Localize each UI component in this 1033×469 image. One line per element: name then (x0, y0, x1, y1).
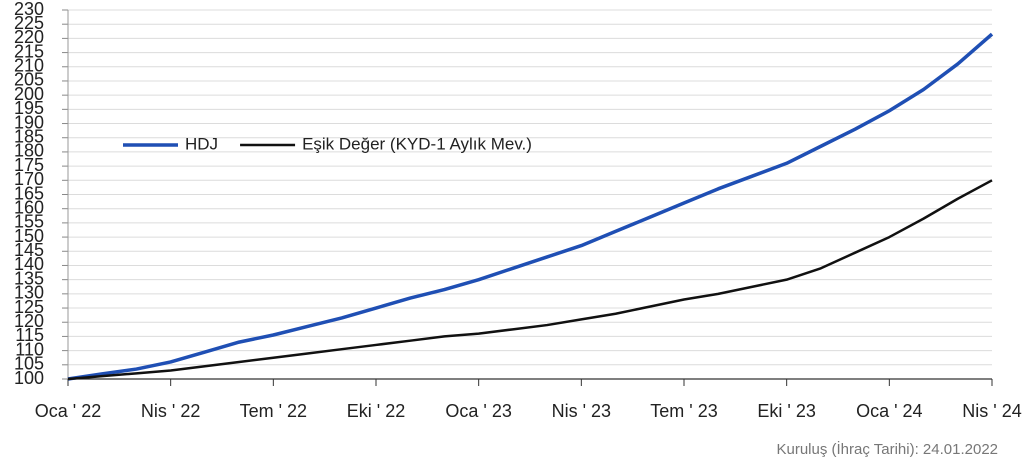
series-line (67, 32, 994, 381)
x-tick-label: Oca ' 23 (445, 401, 511, 421)
y-tick-label: 165 (14, 183, 44, 203)
y-tick-label: 190 (14, 112, 44, 132)
footnote: Kuruluş (İhraç Tarihi): 24.01.2022 (776, 440, 998, 458)
y-tick-label: 135 (14, 268, 44, 288)
y-tick-label: 105 (14, 354, 44, 374)
y-tick-label: 225 (14, 13, 44, 33)
x-tick-label: Nis ' 22 (141, 401, 200, 421)
x-tick-label: Nis ' 23 (552, 401, 611, 421)
y-tick-label: 155 (14, 212, 44, 232)
y-tick-label: 150 (14, 226, 44, 246)
y-tick-label: 115 (15, 325, 44, 345)
y-tick-label: 130 (14, 283, 44, 303)
y-tick-label: 170 (14, 169, 44, 189)
y-tick-label: 120 (14, 311, 44, 331)
x-tick-label: Eki ' 23 (757, 401, 815, 421)
legend-label: Eşik Değer (KYD-1 Aylık Mev.) (302, 134, 532, 153)
x-tick-label: Tem ' 23 (650, 401, 717, 421)
y-tick-label: 230 (14, 0, 44, 19)
y-tick-label: 210 (14, 56, 44, 76)
legend-label: HDJ (185, 134, 218, 153)
y-tick-label: 215 (14, 41, 44, 61)
x-tick-label: Eki ' 22 (347, 401, 405, 421)
x-tick-label: Oca ' 24 (856, 401, 922, 421)
x-tick-label: Tem ' 22 (240, 401, 307, 421)
y-tick-label: 125 (14, 297, 44, 317)
y-tick-label: 175 (14, 155, 44, 175)
y-tick-label: 220 (14, 27, 44, 47)
y-tick-label: 110 (15, 339, 44, 359)
y-tick-label: 145 (14, 240, 44, 260)
y-tick-label: 180 (14, 141, 44, 161)
y-tick-label: 100 (14, 368, 44, 388)
y-tick-label: 205 (14, 70, 44, 90)
y-tick-label: 200 (14, 84, 44, 104)
x-tick-label: Oca ' 22 (35, 401, 101, 421)
y-tick-label: 140 (14, 254, 44, 274)
y-tick-label: 185 (14, 126, 44, 146)
series-line (67, 179, 993, 381)
y-tick-label: 160 (14, 197, 44, 217)
y-tick-label: 195 (14, 98, 44, 118)
x-tick-label: Nis ' 24 (962, 401, 1021, 421)
